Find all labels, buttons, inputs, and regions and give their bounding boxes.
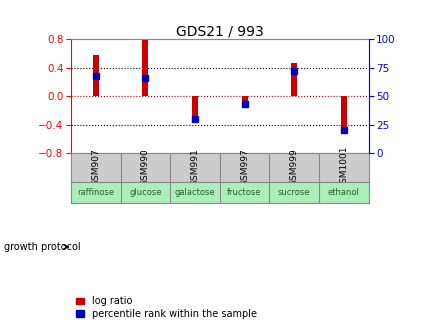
Text: ethanol: ethanol <box>327 188 359 197</box>
Text: growth protocol: growth protocol <box>4 242 81 252</box>
Text: GSM991: GSM991 <box>190 149 199 186</box>
Text: GSM997: GSM997 <box>240 149 249 186</box>
Bar <box>93 55 98 96</box>
Text: GSM1001: GSM1001 <box>338 146 347 189</box>
Text: GSM907: GSM907 <box>91 149 100 186</box>
Bar <box>340 96 346 132</box>
Text: galactose: galactose <box>174 188 215 197</box>
Bar <box>192 96 197 120</box>
Bar <box>241 96 247 101</box>
Legend: log ratio, percentile rank within the sample: log ratio, percentile rank within the sa… <box>76 297 256 319</box>
Text: GSM990: GSM990 <box>141 149 150 186</box>
Text: fructose: fructose <box>227 188 261 197</box>
Bar <box>291 63 296 96</box>
Text: raffinose: raffinose <box>77 188 114 197</box>
Text: glucose: glucose <box>129 188 161 197</box>
Title: GDS21 / 993: GDS21 / 993 <box>175 24 263 38</box>
Text: sucrose: sucrose <box>277 188 310 197</box>
Text: GSM999: GSM999 <box>289 149 298 186</box>
Bar <box>142 40 148 96</box>
